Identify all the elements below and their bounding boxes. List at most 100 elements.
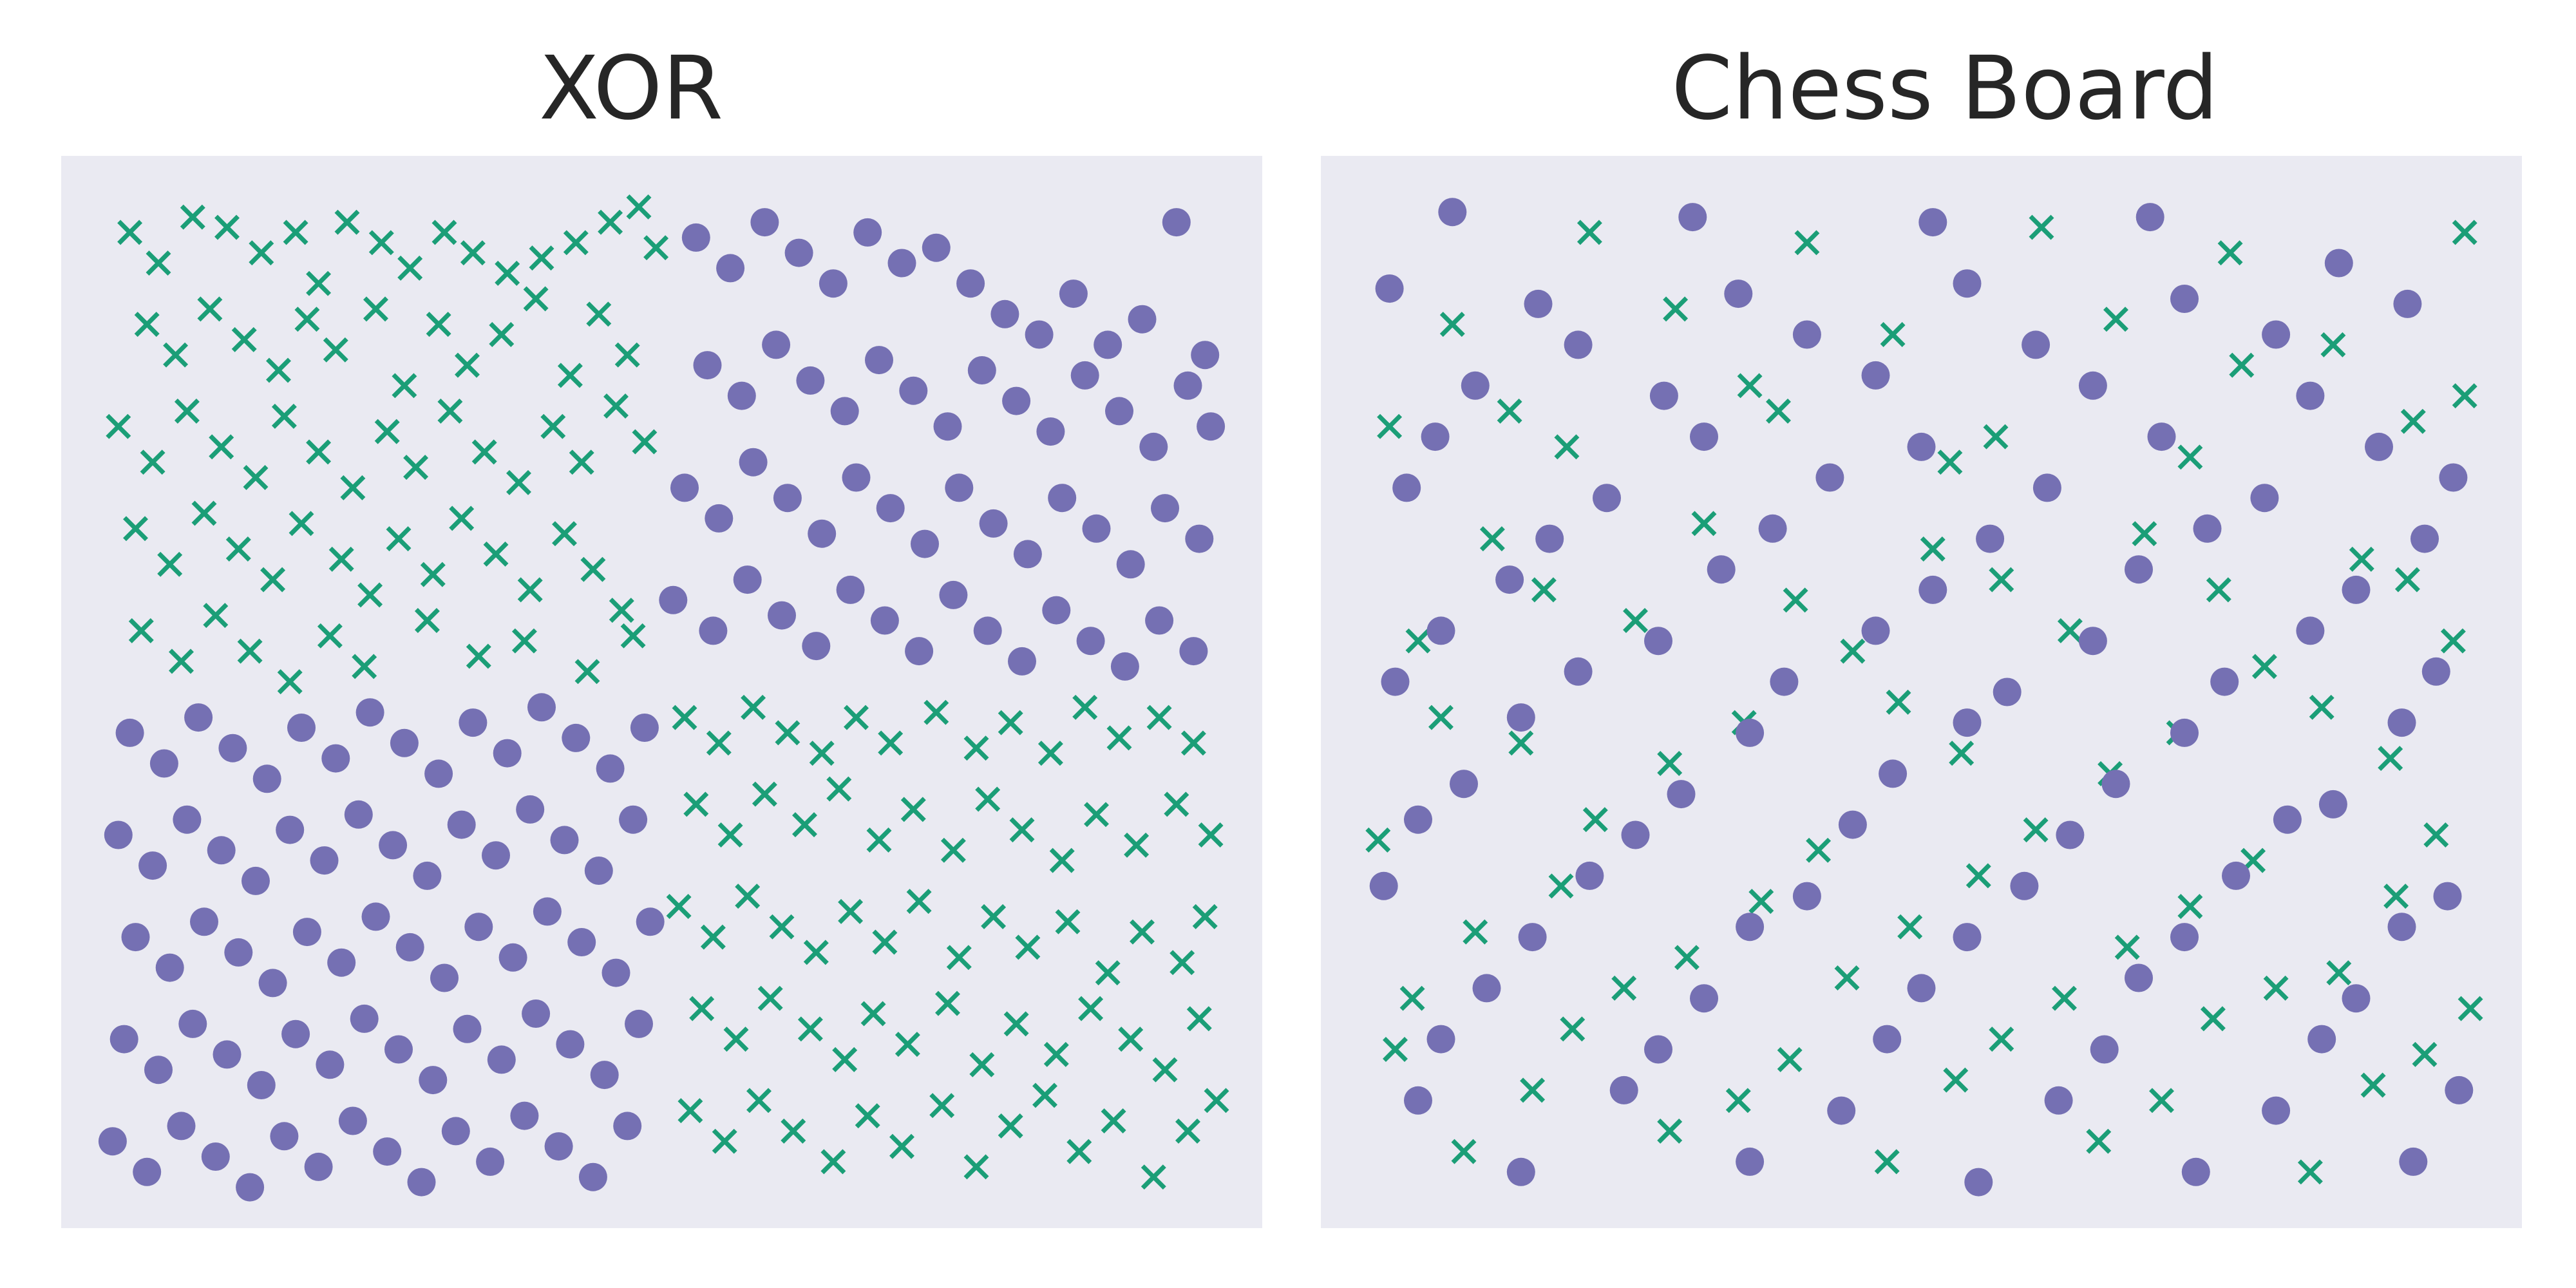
circle-point [1173,371,1202,400]
circle-point [190,907,218,936]
cross-point [328,546,354,572]
circle-point [1792,320,1821,349]
cross-point [826,776,852,802]
cross-point [820,1149,846,1175]
circle-point [459,708,488,737]
circle-point [149,749,178,778]
circle-point [830,397,859,426]
circle-point [2387,708,2416,737]
xor-plot-area [61,156,1262,1228]
circle-point [1185,524,1214,553]
cross-point [106,413,131,439]
circle-point [1426,616,1455,645]
circle-point [2445,1075,2474,1104]
xor-scatter-svg [61,156,1262,1228]
circle-point [967,356,996,384]
cross-point [609,598,634,623]
cross-point [374,419,400,444]
circle-point [1724,279,1753,308]
circle-point [2170,285,2199,313]
cross-point [317,623,343,649]
cross-point [1834,965,1860,990]
cross-point [2297,1159,2323,1185]
circle-point [138,851,167,880]
circle-point [104,820,133,849]
circle-point [1953,923,1982,952]
plot-background [1321,156,2522,1228]
cross-point [1399,985,1425,1011]
circle-point [705,504,734,533]
cross-point [1164,791,1189,817]
cross-point [1657,751,1683,776]
cross-point [717,822,743,848]
chart-title: Chess Board [1671,38,2219,140]
cross-point [872,929,898,955]
cross-point [209,434,234,460]
circle-point [556,1030,585,1059]
circle-point [1025,320,1054,349]
circle-point [596,754,625,783]
cross-point [146,251,171,276]
cross-point [271,403,297,429]
cross-point [1479,526,1505,552]
cross-point [357,582,383,608]
cross-point [2458,996,2483,1021]
cross-point [392,373,417,399]
cross-point [574,659,600,685]
circle-point [625,1009,653,1038]
cross-point [1439,312,1465,337]
circle-point [578,1162,607,1191]
cross-point [712,1128,737,1154]
cross-point [1078,996,1104,1021]
circle-point [1993,677,2022,706]
cross-point [1582,807,1608,833]
circle-point [1564,657,1593,686]
circle-point [133,1157,162,1186]
cross-point [2360,1072,2386,1098]
cross-point [523,286,549,312]
circle-point [1564,330,1593,359]
cross-point [900,797,926,822]
cross-point [1146,705,1172,730]
circle-point [1450,770,1478,799]
cross-point [643,235,669,261]
circle-point [173,805,202,834]
cross-point [2103,307,2128,332]
cross-point [1186,1006,1212,1032]
cross-point [1198,822,1224,848]
cross-point [517,577,543,603]
circle-point [1758,514,1787,543]
circle-point [2125,963,2153,992]
cross-point [2052,985,2077,1011]
circle-point [922,233,951,262]
circle-point [2125,555,2153,584]
circle-point [2433,882,2462,911]
cross-point [1560,1016,1586,1042]
circle-point [2078,371,2107,400]
cross-point [632,429,658,455]
circle-point [1518,923,1547,952]
circle-point [1013,540,1042,569]
circle-point [1861,361,1890,390]
cross-point [603,393,629,419]
circle-point [292,918,321,947]
circle-point [1918,208,1947,237]
circle-point [355,698,384,727]
cross-point [1365,827,1391,853]
cross-point [2206,577,2231,603]
circle-point [276,815,305,844]
circle-point [2170,923,2199,952]
cross-point [455,352,480,378]
cross-point [2217,240,2243,266]
circle-point [2342,984,2371,1013]
circle-point [2078,627,2107,656]
circle-point [2250,484,2279,513]
cross-point [1766,398,1791,424]
cross-point [2177,444,2203,470]
cross-point [620,623,646,649]
circle-point [424,759,453,788]
circle-point [1076,627,1105,656]
circle-point [584,857,613,885]
cross-point [363,296,388,322]
cross-point [334,209,360,235]
